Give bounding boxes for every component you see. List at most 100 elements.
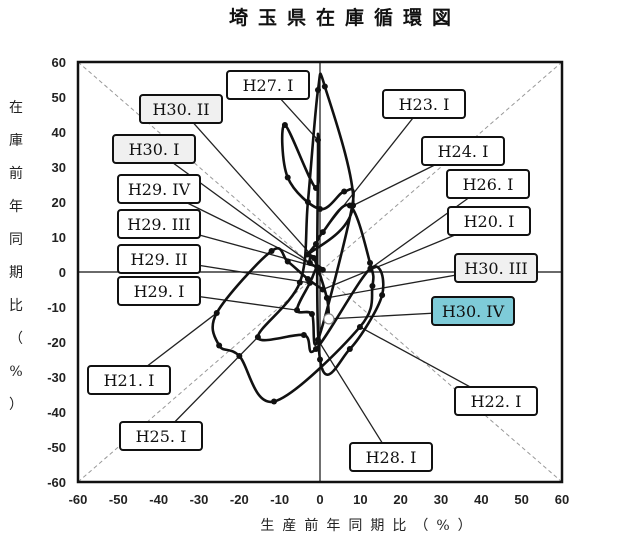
- data-point: [306, 259, 313, 266]
- chart-title: 埼玉県在庫循環図: [229, 6, 461, 29]
- data-point: [314, 336, 321, 343]
- data-label-box: [382, 89, 466, 119]
- x-tick-label: 40: [474, 492, 488, 507]
- data-point: [314, 264, 321, 271]
- latest-data-point: [323, 313, 335, 325]
- leader-line: [180, 108, 315, 259]
- data-label-box: [117, 174, 201, 204]
- x-tick-label: 50: [514, 492, 528, 507]
- data-label-box: [112, 134, 196, 164]
- data-point: [367, 265, 374, 272]
- data-point: [310, 255, 317, 261]
- y-axis-label-char: 期: [9, 265, 23, 281]
- x-tick-label: 60: [555, 492, 569, 507]
- x-tick-label: -40: [149, 492, 168, 507]
- data-point: [312, 185, 319, 191]
- data-point: [296, 279, 303, 286]
- data-point: [312, 241, 319, 247]
- y-tick-label: -10: [47, 300, 66, 315]
- y-tick-label: 50: [52, 90, 66, 105]
- x-tick-label: 0: [316, 492, 323, 507]
- leader-line: [160, 336, 259, 437]
- data-point: [369, 283, 376, 289]
- y-tick-label: 10: [52, 230, 66, 245]
- y-tick-label: -20: [47, 335, 66, 350]
- x-tick-label: -60: [69, 492, 88, 507]
- data-label-box: [454, 253, 538, 283]
- plot-frame: [76, 60, 564, 484]
- y-axis-label-char: %: [9, 364, 22, 380]
- y-tick-label: 40: [52, 125, 66, 140]
- x-tick-label: -20: [230, 492, 249, 507]
- data-point: [216, 342, 223, 349]
- data-point: [254, 334, 261, 341]
- data-label: H29. IV: [128, 180, 191, 199]
- data-point: [312, 346, 319, 352]
- y-axis-label-char: 同: [9, 232, 23, 248]
- data-point: [268, 248, 275, 254]
- data-point: [367, 259, 374, 266]
- y-tick-label: -50: [47, 440, 66, 455]
- data-label-box: [421, 136, 505, 166]
- data-label: H29. I: [134, 282, 185, 301]
- data-point: [300, 332, 307, 338]
- data-label: H28. I: [366, 448, 417, 467]
- y-tick-label: 0: [59, 265, 66, 280]
- data-label: H20. I: [464, 212, 515, 231]
- data-point: [284, 174, 291, 181]
- data-point: [314, 87, 321, 93]
- data-point: [281, 122, 288, 128]
- data-point: [319, 286, 326, 293]
- leader-line: [153, 148, 311, 264]
- data-point: [284, 258, 291, 265]
- data-point: [323, 294, 330, 301]
- data-label: H30. IV: [442, 302, 505, 321]
- data-label: H23. I: [399, 95, 450, 114]
- data-label: H30. III: [464, 259, 527, 278]
- data-label-box: [87, 365, 171, 395]
- data-point: [341, 188, 348, 195]
- data-label-box: [117, 209, 201, 239]
- data-point: [356, 323, 363, 330]
- data-point: [319, 229, 326, 236]
- data-point: [236, 353, 243, 359]
- y-tick-label: 60: [52, 55, 66, 70]
- diagonal-line: [77, 61, 563, 483]
- data-label: H24. I: [438, 142, 489, 161]
- data-label: H22. I: [471, 392, 522, 411]
- data-point: [317, 356, 323, 363]
- data-label-box: [447, 206, 531, 236]
- leader-line: [317, 339, 392, 458]
- y-axis-label-char: （: [9, 331, 23, 347]
- data-label: H29. III: [127, 215, 190, 234]
- data-label: H26. I: [463, 175, 514, 194]
- data-point: [319, 266, 326, 273]
- data-point: [271, 398, 278, 405]
- y-tick-label: -60: [47, 475, 66, 490]
- data-label: H27. I: [243, 76, 294, 95]
- data-point: [317, 206, 323, 212]
- y-axis-label-char: 在: [9, 100, 23, 116]
- data-point: [308, 311, 315, 317]
- data-point: [306, 279, 313, 286]
- data-label: H30. II: [152, 100, 209, 119]
- data-label-box: [119, 421, 203, 451]
- data-label-box: [139, 94, 223, 124]
- data-point: [321, 83, 328, 90]
- y-axis-label-char: 庫: [9, 132, 23, 149]
- data-point: [294, 307, 301, 314]
- x-tick-label: -30: [190, 492, 209, 507]
- x-tick-label: 20: [393, 492, 407, 507]
- y-tick-label: 30: [52, 160, 66, 175]
- data-label: H25. I: [136, 427, 187, 446]
- x-tick-label: -10: [270, 492, 289, 507]
- data-label: H21. I: [104, 371, 155, 390]
- x-axis-label: 生産前年同期比（%）: [260, 517, 479, 534]
- y-axis-label-char: 年: [9, 199, 23, 215]
- data-label: H29. II: [130, 250, 187, 269]
- data-label-box: [349, 442, 433, 472]
- data-label-box: [226, 70, 310, 100]
- y-axis-label-char: 比: [9, 298, 23, 314]
